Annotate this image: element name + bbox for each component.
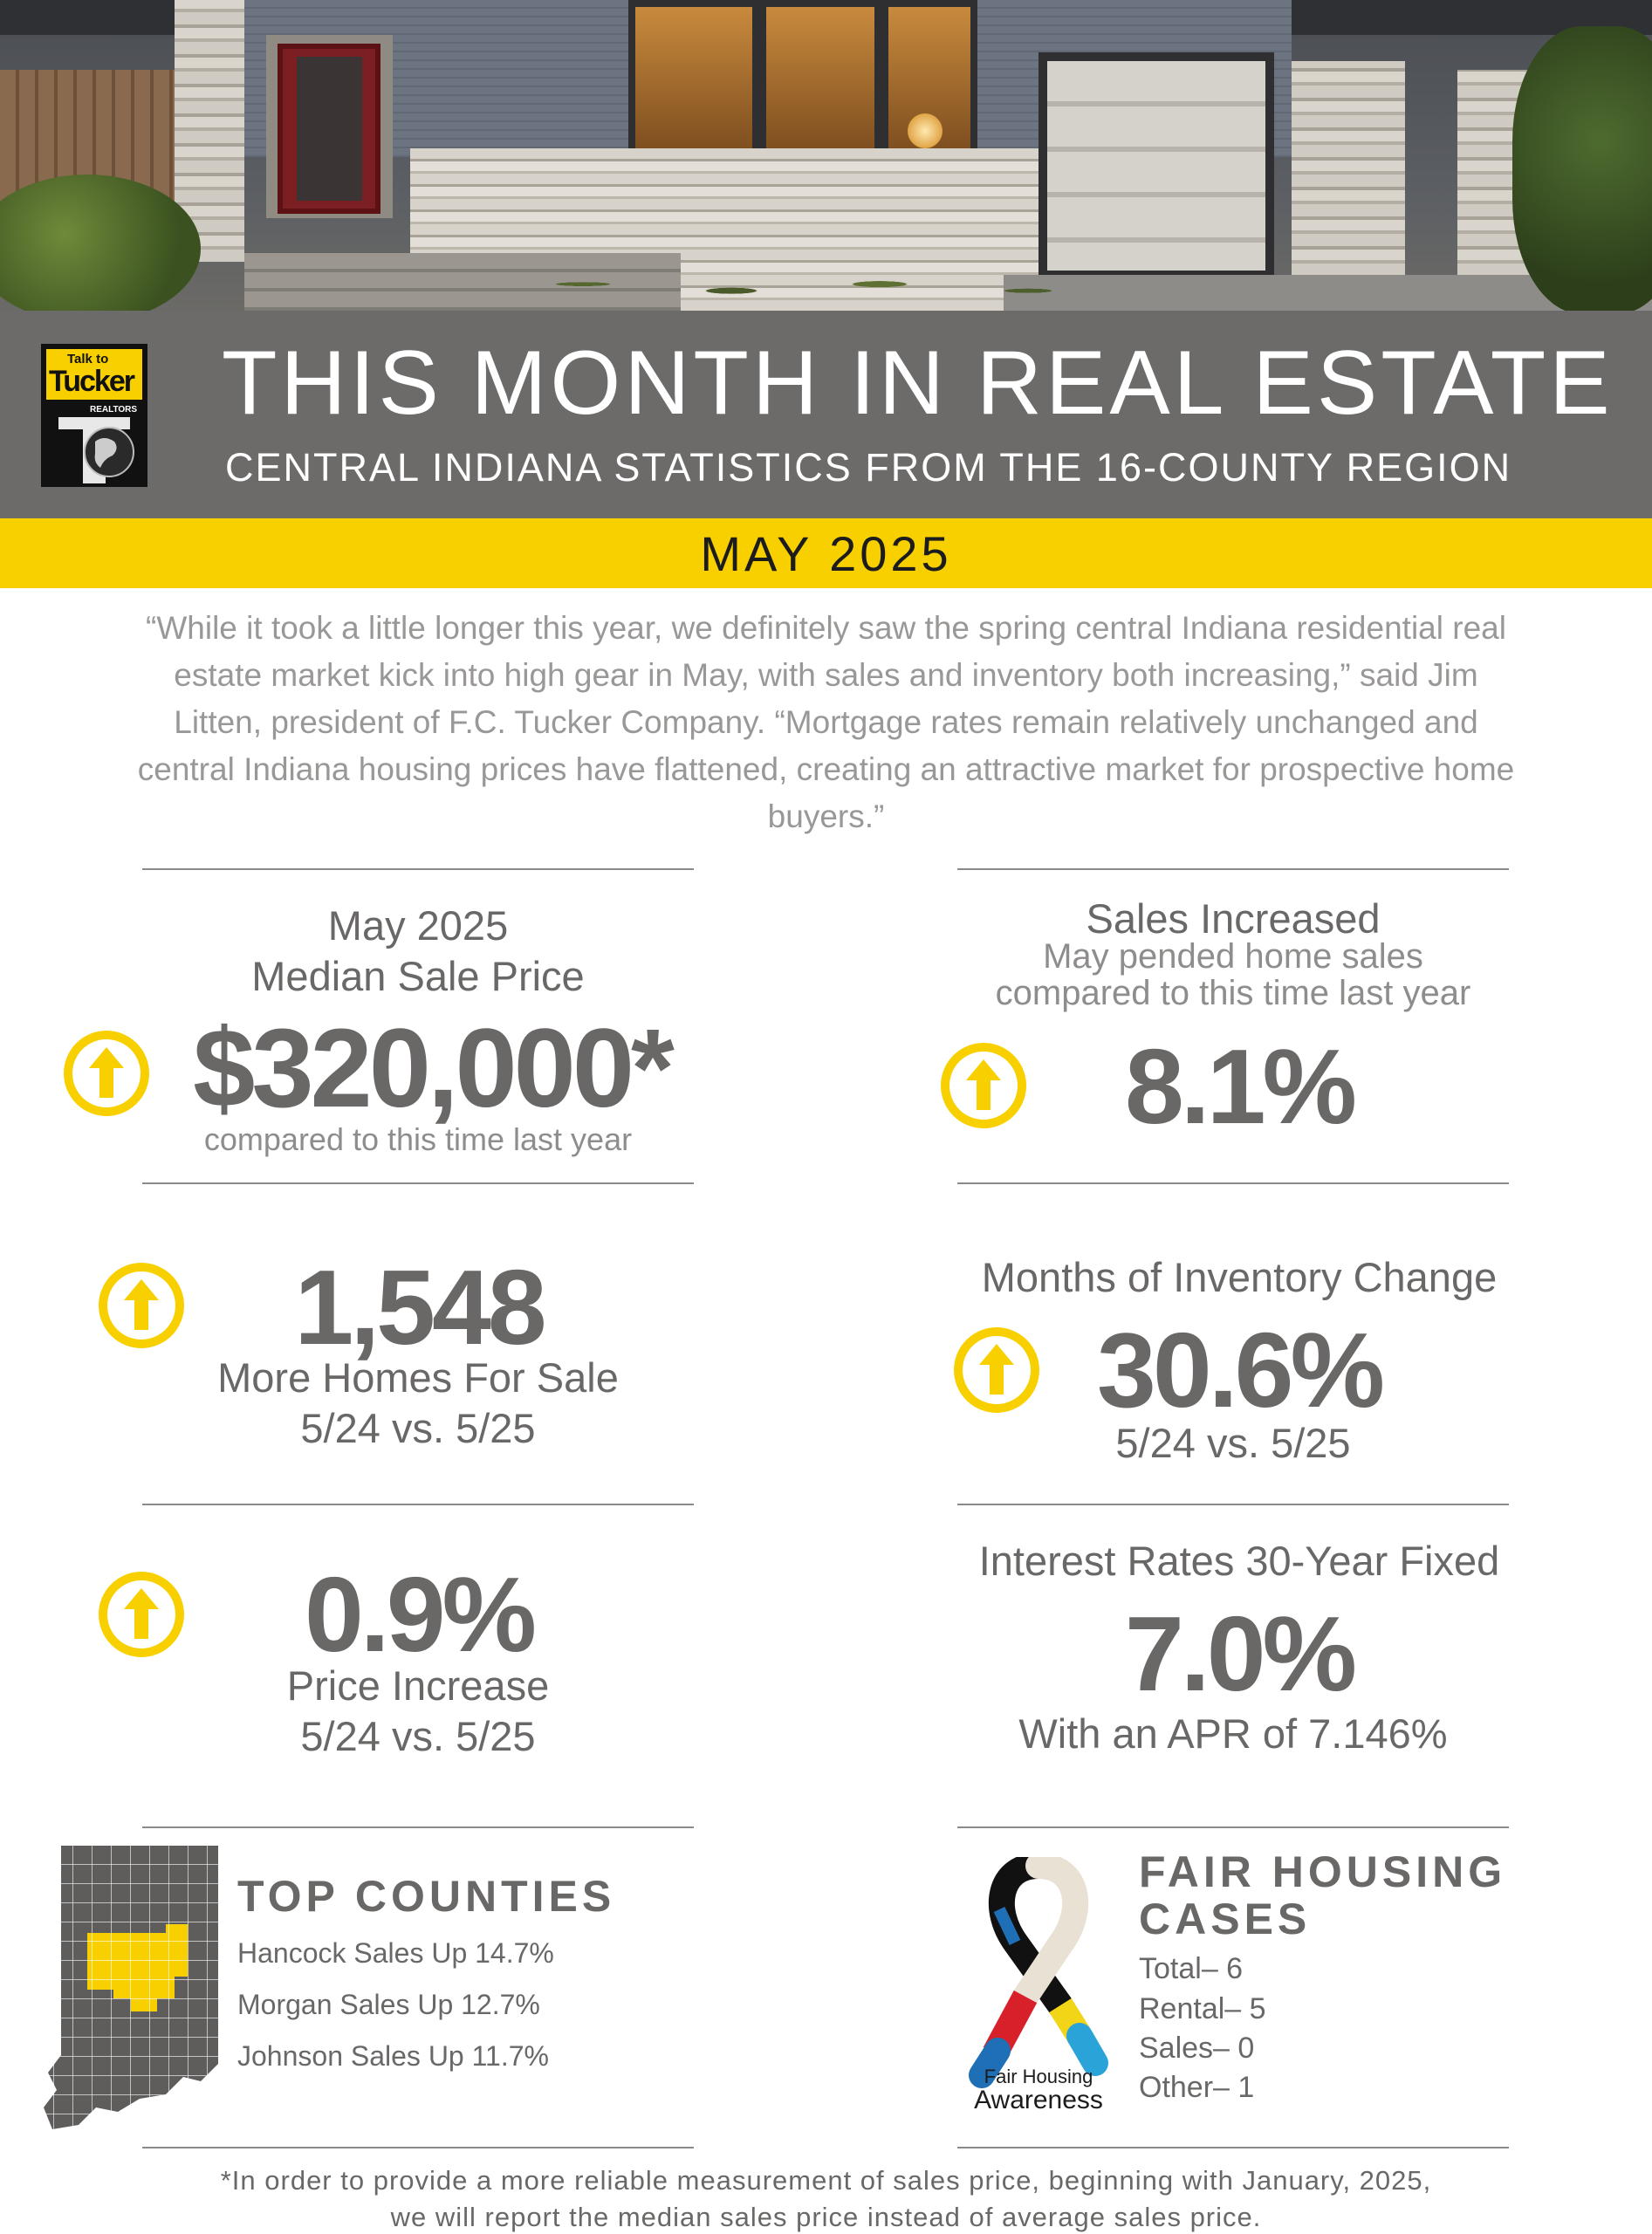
- up-arrow-circle-icon: [99, 1572, 184, 1657]
- up-arrow-circle-icon: [64, 1031, 149, 1116]
- fair-housing-item: Total– 6: [1139, 1952, 1244, 1985]
- footnote: *In order to provide a more reliable mea…: [131, 2162, 1521, 2234]
- hero-house-photo: [0, 0, 1652, 311]
- divider: [957, 1182, 1509, 1184]
- county-item: Hancock Sales Up 14.7%: [237, 1937, 554, 1969]
- footnote-line2: we will report the median sales price in…: [390, 2202, 1262, 2232]
- divider: [957, 2147, 1509, 2148]
- homes-for-sale-label-line2: 5/24 vs. 5/25: [300, 1405, 536, 1451]
- divider: [142, 1182, 694, 1184]
- price-increase-label: Price Increase 5/24 vs. 5/25: [142, 1661, 694, 1762]
- sales-description-line1: May pended home sales: [1043, 937, 1423, 976]
- county-item: Johnson Sales Up 11.7%: [237, 2040, 549, 2072]
- divider: [957, 1504, 1509, 1505]
- ribbon-caption-line2: Awareness: [974, 2086, 1103, 2114]
- divider: [142, 2147, 694, 2148]
- inventory-heading: Months of Inventory Change: [981, 1254, 1498, 1300]
- homes-for-sale-label: More Homes For Sale 5/24 vs. 5/25: [142, 1353, 694, 1454]
- price-increase-label-line1: Price Increase: [286, 1662, 550, 1709]
- page-title: THIS MONTH IN REAL ESTATE: [222, 332, 1614, 434]
- svg-text:Tucker: Tucker: [49, 365, 135, 398]
- top-counties-title: TOP COUNTIES: [237, 1872, 616, 1921]
- divider: [142, 1504, 694, 1505]
- divider: [957, 1826, 1509, 1828]
- sales-heading: Sales Increased: [1086, 895, 1381, 942]
- sales-value: 8.1%: [1124, 1027, 1357, 1146]
- tucker-logo: Talk to Tucker REALTORS: [41, 344, 147, 487]
- up-arrow-circle-icon: [99, 1263, 184, 1348]
- median-price-value: $320,000*: [193, 1006, 675, 1131]
- homes-for-sale-label-line1: More Homes For Sale: [217, 1354, 619, 1401]
- footnote-line1: *In order to provide a more reliable mea…: [220, 2165, 1432, 2196]
- interest-value: 7.0%: [1124, 1594, 1357, 1713]
- divider: [142, 1826, 694, 1828]
- divider: [957, 868, 1509, 870]
- sales-description: May pended home sales compared to this t…: [957, 938, 1509, 1011]
- fair-housing-title-line2: CASES: [1139, 1895, 1312, 1943]
- interest-note: With an APR of 7.146%: [1018, 1710, 1448, 1757]
- median-price-label-line1: May 2025: [327, 902, 509, 949]
- sales-description-line2: compared to this time last year: [995, 974, 1471, 1012]
- svg-text:Talk to: Talk to: [67, 352, 108, 367]
- fair-housing-item: Rental– 5: [1139, 1992, 1266, 2025]
- up-arrow-circle-icon: [941, 1043, 1026, 1128]
- median-price-label: May 2025 Median Sale Price: [142, 901, 694, 1002]
- price-increase-value: 0.9%: [304, 1555, 537, 1674]
- president-quote: “While it took a little longer this year…: [137, 610, 1515, 834]
- price-increase-label-line2: 5/24 vs. 5/25: [300, 1713, 536, 1759]
- homes-for-sale-value: 1,548: [294, 1248, 546, 1367]
- title-banner: Talk to Tucker REALTORS THIS MONTH IN RE…: [0, 311, 1652, 518]
- indiana-map-icon: [44, 1846, 218, 2129]
- fair-housing-title-line1: FAIR HOUSING: [1139, 1847, 1507, 1896]
- median-price-label-line2: Median Sale Price: [251, 953, 585, 999]
- fair-housing-title: FAIR HOUSING CASES: [1139, 1848, 1558, 1943]
- awareness-ribbon-icon: [969, 1857, 1108, 2088]
- up-arrow-circle-icon: [954, 1327, 1039, 1413]
- fair-housing-item: Other– 1: [1139, 2071, 1255, 2104]
- ribbon-caption-line1: Fair Housing: [984, 2066, 1093, 2087]
- page-subtitle: CENTRAL INDIANA STATISTICS FROM THE 16-C…: [225, 445, 1512, 490]
- county-item: Morgan Sales Up 12.7%: [237, 1989, 540, 2020]
- median-price-note: compared to this time last year: [203, 1121, 633, 1157]
- interest-heading: Interest Rates 30-Year Fixed: [978, 1538, 1500, 1584]
- svg-text:REALTORS: REALTORS: [90, 405, 137, 415]
- inventory-value: 30.6%: [1097, 1311, 1385, 1429]
- month-label: MAY 2025: [0, 518, 1652, 588]
- divider: [142, 868, 694, 870]
- ribbon-caption: Fair Housing Awareness: [956, 2066, 1121, 2114]
- inventory-note: 5/24 vs. 5/25: [1115, 1420, 1351, 1466]
- fair-housing-item: Sales– 0: [1139, 2032, 1255, 2065]
